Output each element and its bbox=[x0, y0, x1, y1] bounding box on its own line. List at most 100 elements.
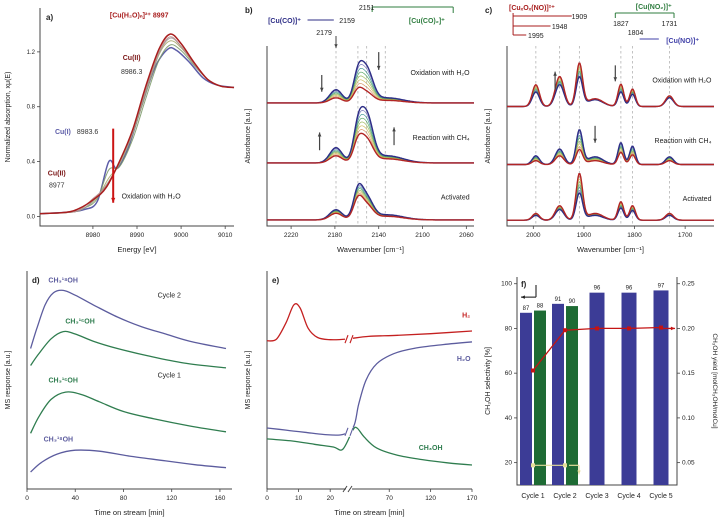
bar-value-label: 90 bbox=[569, 299, 576, 305]
x-tick-label: 160 bbox=[215, 495, 226, 502]
series-CH3OH bbox=[266, 426, 473, 466]
x-tick-label: 9000 bbox=[174, 232, 189, 239]
category-label: Cycle 1 bbox=[521, 493, 544, 500]
ir-spectrum bbox=[267, 194, 474, 221]
group-label: Oxidation with H₂O bbox=[410, 70, 470, 77]
header-annotation: 1909 bbox=[572, 14, 588, 21]
bar-Cycle 3 bbox=[589, 292, 605, 485]
x-tick-label: 0 bbox=[265, 495, 269, 502]
y-tick-label: 0.4 bbox=[27, 160, 36, 166]
ir-spectrum bbox=[507, 148, 714, 166]
ir-group bbox=[507, 172, 714, 221]
series-CH3-18OH-cycle2 bbox=[29, 289, 227, 350]
header-annotation: 2159 bbox=[339, 18, 355, 25]
bar-value-label: 96 bbox=[626, 286, 633, 292]
series-label: H₂ bbox=[462, 312, 470, 319]
bar-value-label: 96 bbox=[594, 286, 601, 292]
header-annotation: 1804 bbox=[628, 30, 644, 37]
arrow-head bbox=[521, 295, 525, 299]
left-tick-label: 80 bbox=[505, 325, 513, 332]
annotation: CH₃¹⁸OH bbox=[44, 437, 74, 444]
bar-Cycle 5 bbox=[653, 290, 669, 485]
annotation: CH₃¹⁶OH bbox=[48, 377, 77, 384]
annotation: CH₃¹⁸OH bbox=[48, 278, 78, 285]
header-annotation: 1827 bbox=[613, 21, 629, 28]
ir-spectrum bbox=[267, 86, 474, 104]
x-tick-label: 8990 bbox=[130, 232, 145, 239]
right-y-axis-label: CH₃OH yield [molCH₃OH/molCu] bbox=[711, 333, 718, 428]
ir-group bbox=[507, 62, 714, 108]
x-tick-label: 2100 bbox=[415, 232, 430, 239]
panel-c: 2000 1900 1800 1700 Activated Reaction with C… bbox=[480, 0, 720, 263]
header-annotation: [CuₓOₓ(NO)]²⁺ bbox=[509, 5, 555, 12]
bar-Cycle 1-0 bbox=[520, 312, 532, 485]
header-annotation: [Cu(CO)₂]⁺ bbox=[409, 18, 445, 25]
y-axis-label: Normalized absorption, xμ(E) bbox=[5, 72, 12, 163]
annotation: 8983.6 bbox=[77, 129, 99, 136]
series-label: H₂O bbox=[457, 356, 471, 363]
group-label: Activated bbox=[683, 196, 712, 203]
x-axis-label: Wavenumber [cm⁻¹] bbox=[577, 245, 644, 254]
x-tick-label: 170 bbox=[467, 495, 478, 502]
left-tick-label: 20 bbox=[505, 460, 513, 467]
panel-label: b) bbox=[245, 6, 253, 15]
xanes-series bbox=[39, 33, 235, 215]
panel-b: 2220 2180 2140 2100 2060 Activated Reaction wi… bbox=[240, 0, 480, 263]
annotation: CH₃¹⁶OH bbox=[65, 318, 94, 325]
yield-marker bbox=[595, 326, 599, 331]
y-tick-label: 0.8 bbox=[27, 105, 36, 111]
x-tick-label: 70 bbox=[386, 495, 394, 502]
yield-marker bbox=[563, 328, 567, 333]
bars bbox=[520, 290, 669, 485]
dashed-gridlines bbox=[535, 46, 670, 226]
right-tick-label: 0.15 bbox=[682, 370, 695, 377]
arrow-head bbox=[593, 138, 597, 143]
annotation: Cu(II) bbox=[48, 170, 66, 177]
chart-f-selectivity-yield: 20 40 60 80 100 0.05 0.10 0.15 0.20 0.25 87 88 Cycle… bbox=[485, 277, 718, 500]
bar-Cycle 2-0 bbox=[552, 303, 564, 485]
y-axis-label: MS response [a.u.] bbox=[245, 351, 252, 410]
x-tick-label: 2140 bbox=[371, 232, 386, 239]
y-axis-label: Absorbance [a.u.] bbox=[485, 109, 492, 164]
group-label: Reaction with CH₄ bbox=[413, 135, 470, 142]
bar-Cycle 1-1 bbox=[534, 310, 546, 485]
ir-group bbox=[507, 129, 714, 166]
x-tick-label: 2220 bbox=[284, 232, 299, 239]
pale-yield-marker bbox=[563, 463, 567, 468]
series-oxidized-CuII bbox=[39, 33, 235, 215]
axes bbox=[266, 46, 474, 227]
bar-value-label: 91 bbox=[555, 297, 562, 303]
ir-group bbox=[267, 105, 474, 164]
bar-Cycle 4 bbox=[621, 292, 637, 485]
panel-label: d) bbox=[32, 276, 40, 285]
header-annotation: 2151 bbox=[359, 5, 375, 12]
curve-break-gap bbox=[345, 426, 353, 437]
panel-d: 0 40 80 120 160 CH₃¹⁸OH Cycle 2 CH₃¹⁶OH CH₃¹⁶OH C… bbox=[0, 263, 240, 526]
series-CH3-16OH-cycle2 bbox=[30, 330, 227, 369]
x-tick-label: 40 bbox=[72, 495, 80, 502]
group-label: Oxidation with H₂O bbox=[652, 77, 712, 84]
panel-label: f) bbox=[521, 280, 527, 289]
y-axis-label: Absorbance [a.u.] bbox=[245, 109, 252, 164]
annotation: Cycle 1 bbox=[158, 373, 181, 380]
x-tick-label: 1900 bbox=[577, 232, 592, 239]
group-label: Activated bbox=[441, 195, 470, 202]
arrow-head bbox=[317, 132, 322, 137]
left-tick-label: 60 bbox=[505, 370, 513, 377]
ms-series bbox=[29, 289, 227, 473]
category-label: Cycle 2 bbox=[553, 493, 576, 500]
group-label: Reaction with CH₄ bbox=[655, 138, 712, 145]
yield-marker bbox=[531, 368, 535, 373]
left-tick-label: 40 bbox=[505, 415, 513, 422]
x-tick-label: 1800 bbox=[627, 232, 642, 239]
x-tick-label: 0 bbox=[25, 495, 29, 502]
chart-b-ir-co: 2220 2180 2140 2100 2060 Activated Reaction wi… bbox=[245, 5, 474, 254]
x-tick-label: 10 bbox=[295, 495, 303, 502]
header-annotation: [Cu(CO)]⁺ bbox=[268, 18, 301, 25]
annotation: Cu(I) bbox=[55, 129, 71, 136]
left-y-axis-label: CH₃OH selectivity [%] bbox=[485, 347, 492, 415]
ms-series bbox=[266, 303, 473, 466]
category-label: Cycle 3 bbox=[585, 493, 608, 500]
x-tick-label: 9010 bbox=[218, 232, 233, 239]
